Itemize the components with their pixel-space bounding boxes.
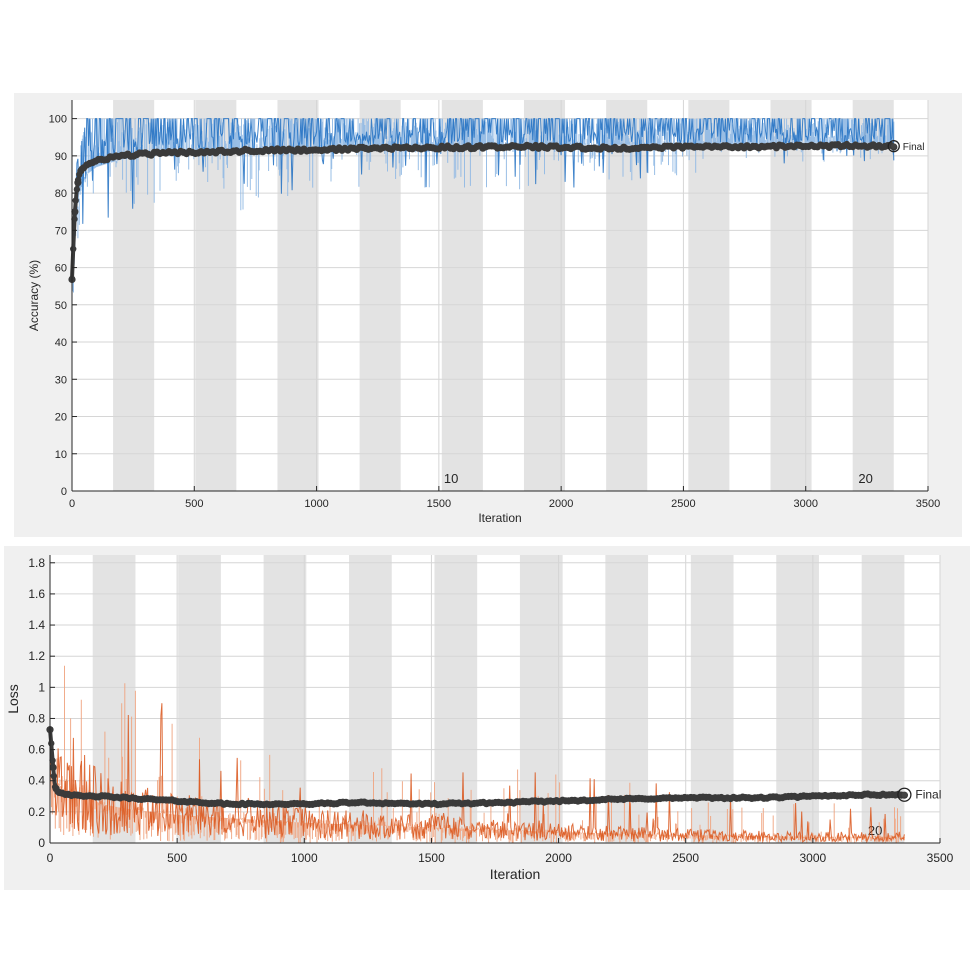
accuracy-x-tick-label: 500 <box>185 498 203 510</box>
accuracy-y-tick-label: 100 <box>49 114 67 126</box>
accuracy-epoch-band <box>852 100 894 491</box>
accuracy-y-tick-label: 10 <box>55 449 67 461</box>
loss-y-tick-label: 1.2 <box>28 649 45 663</box>
accuracy-epoch-band <box>441 100 483 491</box>
loss-x-tick-label: 1500 <box>418 851 445 865</box>
accuracy-x-tick-label: 0 <box>69 498 75 510</box>
accuracy-smoothed-point <box>71 215 78 223</box>
accuracy-y-tick-label: 50 <box>55 300 67 312</box>
loss-y-tick-label: 0 <box>38 836 45 850</box>
loss-epoch-band <box>349 555 392 843</box>
accuracy-epoch-band <box>770 100 812 491</box>
accuracy-y-tick-label: 0 <box>61 486 67 498</box>
loss-y-axis-title: Loss <box>5 684 21 714</box>
loss-x-tick-label: 2500 <box>672 851 699 865</box>
accuracy-epoch-band <box>359 100 401 491</box>
accuracy-smoothed-point <box>76 171 83 178</box>
loss-x-tick-label: 2000 <box>545 851 572 865</box>
loss-y-tick-label: 0.8 <box>28 711 45 725</box>
accuracy-final-label: Final <box>903 142 925 153</box>
loss-y-tick-label: 1 <box>38 680 45 694</box>
accuracy-x-tick-label: 2500 <box>671 498 695 510</box>
loss-raw-line <box>49 703 905 844</box>
loss-final-marker <box>897 787 912 802</box>
accuracy-x-tick-label: 1500 <box>427 498 451 510</box>
accuracy-x-axis-title: Iteration <box>478 511 521 525</box>
accuracy-epoch-label: 20 <box>858 471 872 486</box>
loss-chart-panel: 20 Final 0 500 1000 1500 2000 2500 3000 3500 0 0.2 0… <box>4 546 970 890</box>
accuracy-smoothed-point <box>73 186 81 193</box>
accuracy-epoch-band <box>277 100 319 491</box>
accuracy-x-tick-label: 3500 <box>916 498 940 510</box>
loss-x-tick-label: 1000 <box>291 851 318 865</box>
accuracy-y-tick-label: 70 <box>55 225 67 237</box>
loss-y-tick-label: 0.4 <box>28 774 45 788</box>
loss-x-tick-label: 500 <box>167 851 187 865</box>
accuracy-y-tick-label: 80 <box>55 188 67 200</box>
accuracy-y-axis-title: Accuracy (%) <box>27 260 41 331</box>
accuracy-y-tick-label: 40 <box>55 337 67 349</box>
loss-final-marker-dot <box>901 791 908 798</box>
accuracy-final-marker-dot <box>890 143 897 149</box>
accuracy-smoothed-point <box>78 165 85 173</box>
loss-smoothed-point <box>50 772 58 780</box>
accuracy-smoothed-point <box>74 176 82 184</box>
accuracy-smoothed-point <box>71 208 79 216</box>
accuracy-epoch-band <box>688 100 730 491</box>
accuracy-y-tick-label: 60 <box>55 263 67 275</box>
loss-y-tick-label: 0.6 <box>28 743 45 757</box>
loss-epoch-band <box>861 555 905 843</box>
accuracy-x-tick-label: 1000 <box>304 498 328 510</box>
loss-y-tick-label: 1.6 <box>28 587 45 601</box>
accuracy-smoothed-point <box>72 197 79 204</box>
accuracy-raw-line <box>71 118 895 261</box>
loss-epoch-band <box>434 555 478 843</box>
loss-x-tick-label: 3500 <box>927 851 954 865</box>
accuracy-x-tick-label: 2000 <box>549 498 573 510</box>
accuracy-y-tick-label: 20 <box>55 412 67 424</box>
accuracy-y-tick-label: 90 <box>55 151 67 163</box>
loss-smoothed-point <box>49 763 57 771</box>
loss-y-tick-label: 0.2 <box>28 805 45 819</box>
accuracy-epoch-label: 10 <box>444 471 458 486</box>
loss-smoothed-point <box>48 740 55 747</box>
loss-smoothed-point <box>51 783 59 791</box>
accuracy-y-tick-label: 30 <box>55 374 67 386</box>
accuracy-smoothed-point <box>70 245 77 253</box>
loss-x-tick-label: 0 <box>47 851 54 865</box>
loss-smoothed-point <box>54 788 61 795</box>
accuracy-epoch-band <box>195 100 237 491</box>
loss-y-tick-label: 1.4 <box>28 618 45 632</box>
loss-final-label: Final <box>915 788 941 802</box>
accuracy-x-tick-label: 3000 <box>793 498 817 510</box>
accuracy-chart: 10 20 Final 0 500 1000 1500 2000 2500 3000 3500 0 10… <box>27 100 940 525</box>
accuracy-final-marker <box>887 140 900 153</box>
loss-x-axis-title: Iteration <box>490 866 541 882</box>
loss-epoch-band <box>263 555 307 843</box>
accuracy-chart-panel: 10 20 Final 0 500 1000 1500 2000 2500 3000 3500 0 10… <box>14 93 962 537</box>
loss-smoothed-point <box>49 757 56 764</box>
loss-y-tick-label: 1.8 <box>28 556 45 570</box>
loss-x-tick-label: 3000 <box>800 851 827 865</box>
